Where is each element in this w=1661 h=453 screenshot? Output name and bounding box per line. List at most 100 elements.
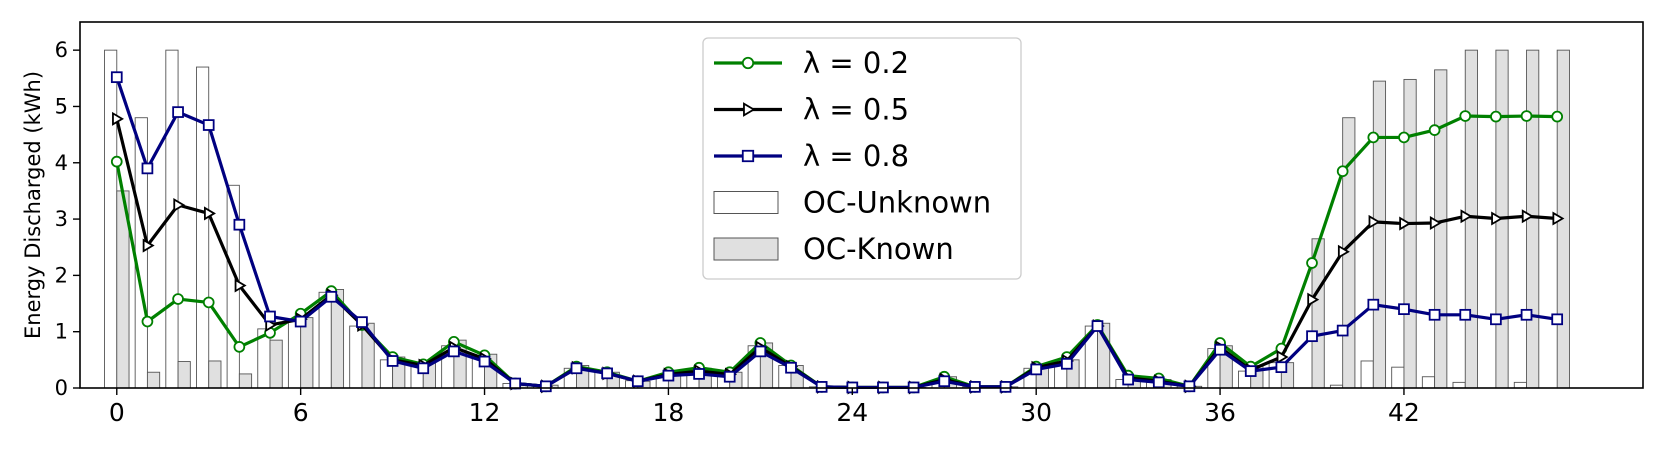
legend: λ = 0.2 λ = 0.5 λ = 0.8 OC-Unknown OC-Known — [702, 37, 1022, 280]
data-point — [234, 278, 247, 293]
data-point — [1367, 131, 1380, 144]
data-point — [294, 315, 307, 328]
data-point — [723, 370, 736, 383]
legend-entry: λ = 0.8 — [714, 139, 909, 173]
data-point — [110, 71, 123, 84]
data-point — [1152, 376, 1165, 389]
bar — [287, 319, 302, 389]
data-point — [1398, 303, 1410, 316]
legend-swatch — [713, 191, 779, 214]
lines-layer — [110, 71, 1565, 395]
data-point — [1491, 211, 1504, 226]
data-point — [1428, 124, 1441, 136]
bar — [1403, 78, 1417, 389]
legend-label: λ = 0.2 — [803, 46, 909, 80]
data-point — [1060, 357, 1073, 370]
bar — [146, 371, 161, 389]
data-point — [1367, 298, 1380, 311]
data-point — [754, 345, 767, 358]
data-point — [1244, 365, 1257, 377]
data-point — [202, 296, 215, 309]
data-point — [1214, 343, 1226, 356]
x-tick-label: 6 — [293, 398, 309, 427]
legend-label: OC-Unknown — [803, 186, 991, 220]
data-point — [478, 355, 491, 368]
data-point — [1398, 131, 1410, 144]
bar — [1360, 360, 1374, 389]
data-point — [741, 149, 755, 163]
bar — [1434, 69, 1448, 389]
data-point — [448, 345, 460, 358]
bar-series-oc-unknown — [104, 49, 1527, 389]
data-point — [1030, 363, 1043, 376]
data-point — [1520, 308, 1533, 321]
x-tick-label: 42 — [1388, 398, 1420, 427]
data-point — [1551, 110, 1564, 123]
data-point — [356, 316, 368, 328]
data-point — [999, 381, 1012, 393]
data-point — [741, 56, 755, 70]
data-point — [233, 341, 246, 353]
y-tick-label: 2 — [55, 263, 68, 287]
plot-frame — [79, 21, 1644, 389]
data-point — [693, 368, 705, 380]
bar — [349, 325, 363, 389]
data-point — [662, 369, 675, 382]
bar — [1372, 80, 1387, 389]
data-point — [1368, 214, 1381, 229]
data-point — [112, 111, 125, 126]
bar — [1421, 376, 1436, 389]
bar-series-oc-known — [116, 49, 1570, 389]
data-point — [417, 362, 430, 375]
data-point — [1459, 110, 1472, 122]
data-point — [203, 206, 216, 221]
bar — [177, 361, 191, 389]
y-axis-label: Energy Discharged (kWh) — [21, 71, 45, 339]
x-tick-label: 0 — [109, 398, 125, 427]
bar — [196, 66, 210, 389]
legend-entry: λ = 0.2 — [714, 46, 909, 80]
bar — [1452, 381, 1466, 389]
y-tick-label: 5 — [55, 94, 68, 118]
data-point — [631, 375, 644, 388]
data-point — [1122, 373, 1134, 386]
legend-label: λ = 0.8 — [803, 139, 909, 173]
data-point — [1306, 257, 1318, 269]
x-tick-label: 30 — [1020, 398, 1052, 427]
data-point — [1428, 308, 1441, 321]
y-tick-label: 3 — [55, 207, 68, 231]
data-point — [172, 106, 184, 118]
data-point — [141, 315, 154, 328]
data-point — [938, 375, 951, 388]
bar — [269, 339, 283, 389]
data-point — [1460, 209, 1473, 224]
x-tick-label: 24 — [836, 398, 868, 427]
data-point — [1490, 313, 1502, 326]
data-point — [539, 380, 552, 393]
y-tick-label: 1 — [55, 320, 68, 344]
data-point — [743, 102, 756, 117]
y-tick-label: 4 — [55, 151, 68, 175]
y-tick-label: 0 — [55, 376, 68, 400]
data-point — [1091, 320, 1104, 332]
x-tick-label: 18 — [653, 398, 685, 427]
data-point — [172, 293, 184, 305]
data-point — [1429, 215, 1442, 231]
data-point — [1183, 380, 1196, 393]
bar — [208, 360, 222, 389]
bar — [104, 49, 118, 389]
data-point — [1521, 209, 1534, 224]
legend-label: λ = 0.5 — [803, 93, 909, 127]
data-point — [815, 381, 828, 393]
data-point — [1459, 308, 1472, 321]
bar — [300, 317, 314, 389]
data-point — [386, 355, 399, 367]
bar — [1391, 366, 1405, 389]
data-point — [601, 367, 613, 380]
data-point — [110, 155, 123, 168]
data-point — [509, 377, 522, 390]
data-point — [233, 218, 246, 231]
bars-layer — [104, 49, 1570, 389]
data-point — [173, 197, 186, 213]
